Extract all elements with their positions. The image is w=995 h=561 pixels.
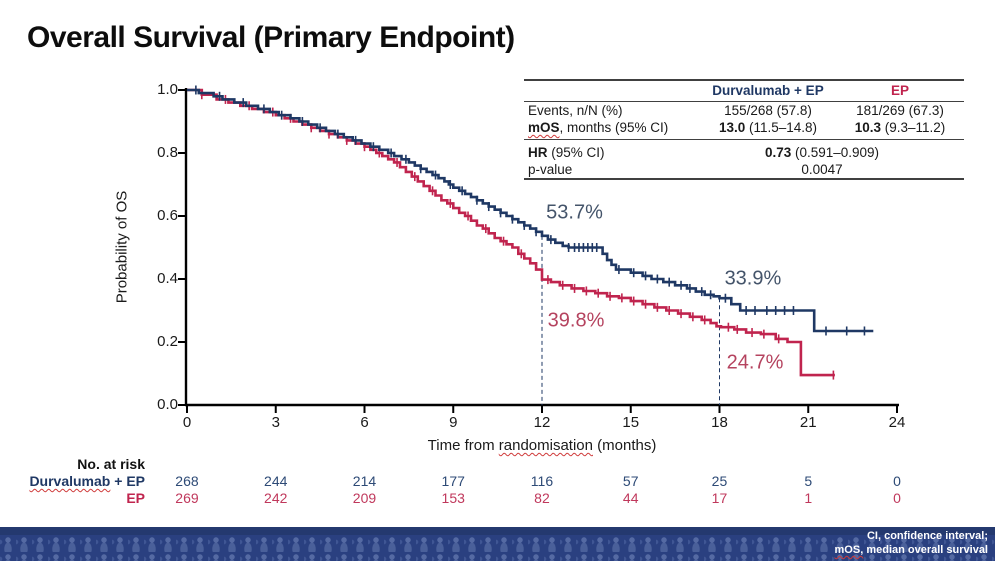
stats-hr-value-ci: (0.591–0.909) xyxy=(791,145,880,160)
risk-label-ep: EP xyxy=(126,490,145,506)
y-axis-title: Probability of OS xyxy=(113,190,131,304)
risk-label-durvalumab-wavy: Durvalumab xyxy=(29,473,111,489)
footnote-line-1: CI, confidence interval; xyxy=(866,530,988,542)
risk-count: 57 xyxy=(622,473,639,489)
x-tick-label: 15 xyxy=(622,414,640,431)
risk-table-header: No. at risk xyxy=(77,456,145,472)
annotation-18mo-durvalumab: 33.9% xyxy=(724,267,782,290)
x-tick-label: 3 xyxy=(271,414,280,431)
risk-count: 269 xyxy=(175,490,199,506)
stats-mos-durvalumab: 13.0 (11.5–14.8) xyxy=(700,119,836,136)
stats-events-label: Events, n/N (%) xyxy=(528,103,623,118)
stats-events-ep: 181/269 (67.3) xyxy=(856,103,944,118)
risk-count: 214 xyxy=(352,473,377,489)
stats-hr-label-bold: HR xyxy=(528,145,548,160)
stats-mos-durvalumab-value: 13.0 xyxy=(718,120,746,135)
y-tick-label: 0.8 xyxy=(157,144,178,161)
y-tick-label: 0.4 xyxy=(157,270,178,287)
risk-count: 44 xyxy=(622,490,639,506)
x-tick-label: 18 xyxy=(711,414,728,431)
x-tick-label: 12 xyxy=(533,414,551,431)
annotation-12mo-durvalumab: 53.7% xyxy=(546,201,603,224)
risk-count: 5 xyxy=(804,473,813,489)
annotation-12mo-ep: 39.8% xyxy=(547,309,605,332)
stats-mos-row: mOS, months (95% CI) 13.0 (11.5–14.8) 10… xyxy=(524,119,964,140)
y-tick-label: 1.0 xyxy=(157,81,178,98)
stats-table: Durvalumab + EP EP Events, n/N (%) 155/2… xyxy=(524,79,964,180)
stats-header-durvalumab-ep: Durvalumab + EP xyxy=(712,83,824,98)
km-curve-durvalumab-ep xyxy=(187,88,874,333)
stats-pvalue-label: p-value xyxy=(528,162,573,177)
risk-label-durvalumab-rest: + EP xyxy=(110,473,145,489)
risk-count: 1 xyxy=(804,490,813,506)
stats-hr-row: HR (95% CI) 0.73 (0.591–0.909) xyxy=(524,140,964,161)
risk-count: 242 xyxy=(264,490,288,506)
stats-pvalue-value: 0.0047 xyxy=(801,162,843,177)
stats-hr-value-bold: 0.73 xyxy=(764,145,792,160)
stats-header-ep: EP xyxy=(890,83,909,98)
risk-count: 82 xyxy=(534,490,550,506)
risk-count: 268 xyxy=(175,473,199,489)
y-tick-label: 0.6 xyxy=(157,207,178,224)
stats-pvalue-row: p-value 0.0047 xyxy=(524,161,964,178)
footer-band xyxy=(0,527,995,561)
stats-hr-label-rest: (95% CI) xyxy=(547,145,605,160)
footnote-line-2: mOS, median overall survival xyxy=(835,543,988,557)
page-title: Overall Survival (Primary Endpoint) xyxy=(27,21,515,54)
x-tick-label: 21 xyxy=(799,414,817,431)
x-tick-label: 24 xyxy=(888,414,906,431)
x-axis-title: Time from randomisation (months) xyxy=(187,437,897,454)
x-tick-label: 9 xyxy=(449,414,458,431)
annotation-18mo-ep: 24.7% xyxy=(726,351,784,374)
footnote-abbreviations: CI, confidence interval; mOS, median ove… xyxy=(835,529,988,557)
stats-mos-ep-ci: (9.3–11.2) xyxy=(880,120,946,135)
x-tick-label: 0 xyxy=(182,414,192,431)
risk-count: 153 xyxy=(441,490,465,506)
footnote-line-2-rest: median overall survival xyxy=(863,544,988,556)
stats-header-row: Durvalumab + EP EP xyxy=(524,81,964,102)
risk-count: 177 xyxy=(441,473,465,489)
risk-count: 0 xyxy=(893,473,901,489)
stats-hr-label: HR (95% CI) xyxy=(524,144,700,161)
stats-mos-label: mOS, months (95% CI) xyxy=(524,119,700,136)
y-tick-label: 0.2 xyxy=(157,333,178,350)
x-tick-label: 6 xyxy=(360,414,369,431)
stats-mos-ep: 10.3 (9.3–11.2) xyxy=(836,119,964,136)
risk-count: 0 xyxy=(893,490,901,506)
risk-count: 25 xyxy=(711,473,728,489)
stats-header-spacer xyxy=(524,81,700,101)
stats-mos-label-rest: , months (95% CI) xyxy=(559,120,669,135)
risk-count: 244 xyxy=(264,473,288,489)
stats-mos-label-bold: mOS xyxy=(528,120,560,135)
risk-counts-durvalumab-ep: 268 244 214 177 116 57 25 5 0 xyxy=(143,473,942,489)
risk-count: 209 xyxy=(352,490,377,506)
footnote-mos-wavy: mOS, xyxy=(834,544,864,556)
x-axis-title-part: Time from xyxy=(427,437,499,454)
stats-events-row: Events, n/N (%) 155/268 (57.8) 181/269 (… xyxy=(524,102,964,119)
stats-hr-value: 0.73 (0.591–0.909) xyxy=(700,144,964,161)
x-axis-title-part: (months) xyxy=(592,437,657,454)
stats-events-durvalumab: 155/268 (57.8) xyxy=(724,103,812,118)
stats-mos-ep-value: 10.3 xyxy=(854,120,881,135)
risk-label-durvalumab-ep: Durvalumab + EP xyxy=(10,473,145,489)
risk-counts-ep: 269 242 209 153 82 44 17 1 0 xyxy=(143,490,942,506)
crowd-pattern xyxy=(0,535,995,561)
risk-count: 17 xyxy=(711,490,728,506)
y-tick-label: 0.0 xyxy=(157,396,178,413)
risk-count: 116 xyxy=(530,473,554,489)
x-axis-title-wavy-word: randomisation xyxy=(498,437,593,454)
stats-mos-durvalumab-ci: (11.5–14.8) xyxy=(745,120,818,135)
